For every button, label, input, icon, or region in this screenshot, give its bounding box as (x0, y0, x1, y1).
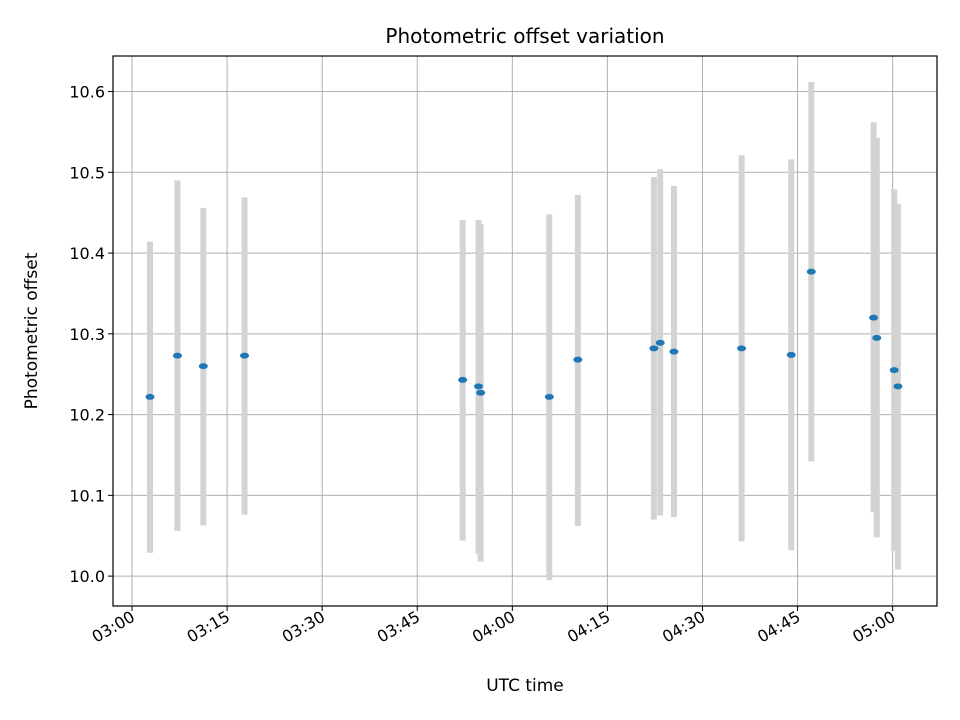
y-tick-label: 10.0 (69, 567, 105, 586)
data-point (544, 393, 554, 400)
data-point (476, 389, 486, 396)
data-point (655, 339, 665, 346)
chart-title: Photometric offset variation (385, 24, 664, 48)
data-point (573, 356, 583, 363)
data-point (869, 314, 879, 321)
data-point (240, 352, 250, 359)
plot-frame (112, 55, 938, 607)
data-point (889, 367, 899, 374)
y-tick-label: 10.2 (69, 406, 105, 425)
data-point (737, 345, 747, 352)
y-tick-label: 10.6 (69, 83, 105, 102)
data-point (649, 345, 659, 352)
y-axis: 10.0 10.1 10.2 10.3 10.4 10.5 10.6 (69, 83, 113, 586)
y-tick-label: 10.3 (69, 325, 105, 344)
data-points (145, 268, 903, 400)
y-tick-label: 10.4 (69, 244, 105, 263)
y-tick-label: 10.5 (69, 163, 105, 182)
data-point (893, 383, 903, 390)
y-axis-title: Photometric offset (22, 252, 42, 409)
data-point (458, 376, 468, 383)
data-point (669, 348, 679, 355)
data-point (474, 383, 484, 390)
x-axis-title: UTC time (486, 676, 564, 696)
data-point (145, 393, 155, 400)
grid (113, 56, 937, 606)
data-point (198, 363, 208, 370)
data-point (806, 268, 816, 275)
data-point (172, 352, 182, 359)
y-tick-label: 10.1 (69, 486, 105, 505)
data-point (786, 351, 796, 358)
data-point (872, 334, 882, 341)
